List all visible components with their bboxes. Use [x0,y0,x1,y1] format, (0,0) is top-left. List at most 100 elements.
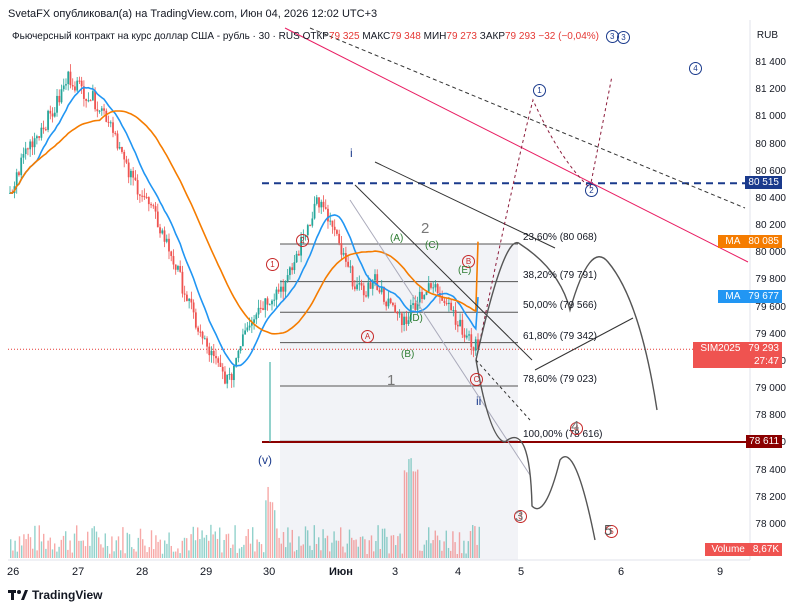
candle-body [430,283,432,288]
candle-body [114,132,117,134]
wave-label: 1 [266,258,279,271]
tradingview-footer: TradingView [8,588,102,602]
volume-bar [271,502,274,558]
volume-bar [399,533,401,558]
volume-bar [313,525,315,558]
candle-body [20,157,23,176]
y-tick-label: 80 800 [755,138,786,150]
candle-body [233,365,235,381]
volume-bar [381,528,384,558]
candle-body [434,284,437,288]
volume-bar [335,540,337,558]
candle-body [91,91,94,101]
candle-body [380,286,383,293]
volume-bar [208,540,210,558]
volume-bar [76,525,78,558]
candle-body [188,298,191,301]
candle-body [230,374,233,381]
volume-bar [432,540,434,558]
high-label: МАКС [362,31,391,42]
volume-bar [324,538,326,558]
badge-value: 79 677 [748,291,779,303]
candle-body [194,312,197,328]
candle-body [24,148,27,155]
volume-bar [298,536,300,558]
candle-body [181,271,184,294]
volume-bar [392,535,395,558]
wave-label: 1 [533,84,546,97]
volume-bar [84,546,87,558]
volume-bar [287,527,289,558]
candle-body [329,220,332,222]
volume-bar [122,527,124,558]
volume-bar [456,553,458,558]
candle-body [322,201,325,208]
candle-body [447,302,450,305]
volume-bar [126,532,128,558]
candle-body [15,172,18,187]
candle-body [168,238,170,252]
volume-bar [375,541,377,558]
candle-body [282,286,285,292]
candle-body [441,295,444,301]
volume-bar [78,540,80,558]
volume-bar [12,550,14,558]
volume-bar [62,535,65,558]
candle-body [421,291,423,300]
volume-bar [142,539,144,558]
candle-body [409,304,412,321]
candle-body [477,339,479,350]
volume-bar [16,551,18,558]
candle-body [463,334,466,338]
candle-body [454,310,457,325]
candle-body [82,86,85,99]
candle-body [336,230,338,234]
candle-body [127,162,130,178]
volume-bar [221,552,223,558]
volume-bar [359,536,362,558]
volume-bar [172,551,175,558]
wave-label: 2 [585,184,598,197]
ma-fast-line [10,86,479,367]
candle-body [65,84,67,86]
volume-bar [348,529,351,558]
candle-body [118,147,121,149]
candle-body [38,136,41,138]
y-tick-label: 79 400 [755,328,786,340]
candle-body [85,98,88,101]
volume-bar [291,529,293,558]
y-tick-label: 81 400 [755,57,786,68]
volume-bar [155,535,157,558]
volume-bar [91,528,93,558]
badge-label: SIM2025 [696,342,745,356]
volume-bar [14,540,16,558]
candle-body [62,85,65,90]
candle-body [217,358,220,363]
candle-body [280,286,282,292]
candle-body [190,298,193,303]
volume-bar [60,539,62,558]
candle-body [53,112,56,117]
pink-trendline [284,27,749,263]
candle-body [183,293,186,295]
candle-body [49,110,52,114]
candle-body [103,108,105,111]
badge-value: 80 515 [748,177,779,189]
wave-count-label: 4 [571,418,580,435]
price-badge-last-price: SIM2025 79 293 27:47 [693,342,782,369]
volume-bar [47,540,49,558]
y-tick-label: 79 000 [755,383,786,395]
candle-body [259,307,262,309]
volume-bar [256,539,258,558]
candle-body [170,251,173,257]
wave-count-label: 5 [604,522,613,539]
candle-body [130,170,132,178]
candles [9,64,479,442]
candle-body [138,194,141,196]
volume-bar [249,543,252,558]
symbol-info: Фьючерсный контракт на курс доллар США -… [12,30,619,43]
candle-body [172,256,175,265]
candle-body [40,127,43,138]
volume-bar [227,533,230,558]
